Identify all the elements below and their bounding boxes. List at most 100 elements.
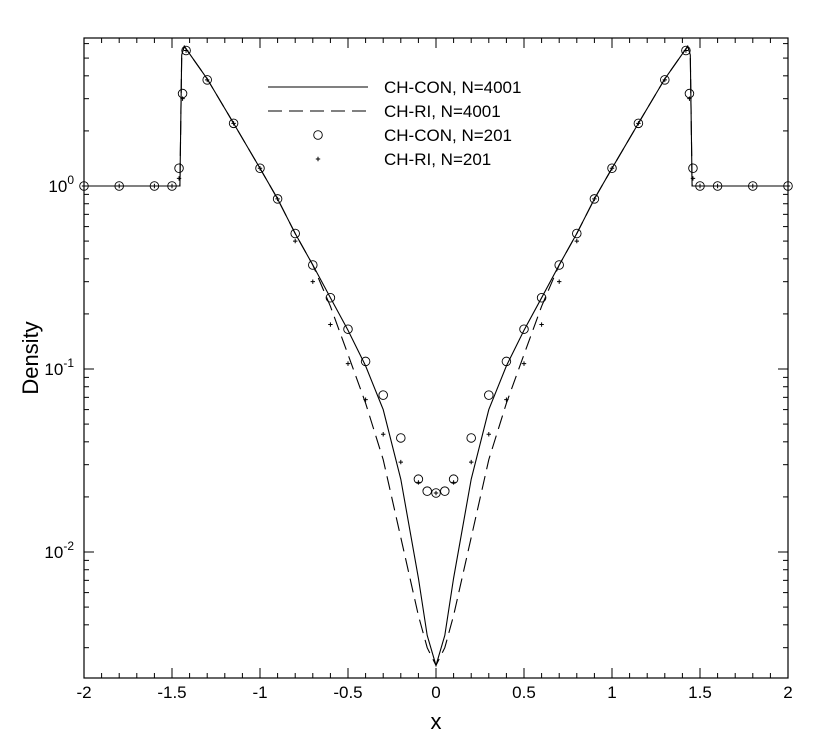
circle-marker-1 [114,181,124,191]
plus-marker-27 [574,238,579,244]
circle-marker-19 [422,486,432,496]
circle-marker-11 [290,228,300,239]
circle-marker-33 [660,75,670,85]
plus-marker-9 [257,166,263,171]
plus-marker-10 [275,196,280,202]
x-axis-label: x [431,709,442,734]
plus-marker-6 [183,48,189,53]
x-tick-label: 1 [607,683,616,702]
legend-entry-0: CH-CON, N=4001 [268,78,521,97]
plus-marker-37 [750,183,755,189]
circle-marker-30 [589,194,600,204]
x-tick-label: -1.5 [157,683,186,702]
legend-plus-marker [315,156,321,162]
plus-marker-18 [416,480,421,485]
y-tick-label: 100 [48,173,74,196]
x-tick-label: 0 [431,683,440,702]
circle-marker-16 [378,390,388,400]
series-1-group [84,45,788,667]
circle-marker-37 [695,181,705,191]
plus-marker-11 [293,238,298,244]
circle-marker-21 [440,486,450,496]
plus-marker-31 [662,77,667,83]
plus-marker-15 [363,397,368,402]
circle-marker-23 [466,433,476,443]
plus-marker-12 [310,279,315,284]
circle-marker-31 [607,163,617,174]
legend-label: CH-CON, N=4001 [384,78,521,97]
series-line-1 [84,45,788,667]
circle-marker-10 [272,194,283,204]
circle-marker-28 [554,260,564,270]
plot-frame [83,37,789,679]
circle-marker-9 [255,163,265,174]
x-tick-label: -0.5 [333,683,362,702]
circle-marker-17 [396,433,406,443]
circle-marker-38 [712,181,723,191]
legend-label: CH-RI, N=201 [384,150,491,169]
circle-marker-25 [501,356,512,367]
plus-marker-4 [176,176,182,181]
circle-marker-20 [431,488,441,498]
plus-marker-23 [504,397,509,402]
plus-marker-28 [592,196,597,202]
legend-entry-2: CH-CON, N=201 [313,126,512,145]
plus-marker-13 [328,322,333,327]
plus-marker-3 [169,183,175,189]
x-tick-label: 1.5 [688,683,712,702]
series-2-group [79,45,793,498]
plus-marker-17 [398,459,403,465]
circle-marker-26 [519,324,529,334]
plus-marker-8 [231,121,236,126]
plus-marker-7 [205,77,210,83]
plus-marker-26 [557,279,562,284]
legend-entry-1: CH-RI, N=4001 [268,102,501,121]
circle-marker-7 [202,75,212,85]
plus-marker-29 [609,166,615,171]
plus-marker-33 [687,96,692,101]
plus-marker-30 [636,121,641,126]
plus-marker-25 [539,322,544,327]
circle-marker-36 [688,163,698,174]
plus-marker-16 [381,432,386,437]
circle-marker-14 [343,324,353,334]
circle-marker-39 [748,181,758,191]
plus-marker-19 [433,490,439,496]
plus-marker-5 [180,96,185,101]
circle-marker-8 [228,118,239,129]
legend-label: CH-CON, N=201 [384,126,512,145]
x-tick-label: -1 [252,683,267,702]
circle-marker-12 [308,260,318,270]
x-tick-label: -2 [76,683,91,702]
x-tick-label: 2 [783,683,792,702]
circle-marker-27 [536,293,547,303]
y-axis-label: Density [18,321,43,394]
plus-marker-2 [152,183,157,189]
y-tick-label: 10-2 [44,539,74,562]
plus-marker-1 [117,183,122,189]
circle-marker-13 [325,293,336,303]
plus-marker-20 [451,480,456,485]
circle-marker-6 [181,45,191,56]
circle-marker-34 [681,45,691,56]
tick-labels-group: -2 -1.5 -1 -0.5 0 0.5 1 1.5 2 100 10-1 10-2 [44,173,792,702]
circle-marker-29 [572,228,582,239]
plus-marker-34 [690,176,696,181]
circle-marker-4 [174,163,184,174]
x-tick-label: 0.5 [512,683,536,702]
y-tick-label: 10-1 [44,356,74,379]
circle-marker-24 [484,390,494,400]
plus-marker-22 [486,432,491,437]
legend: CH-CON, N=4001 CH-RI, N=4001 CH-CON, N=201… [268,78,521,169]
data-series-group [79,45,793,668]
plus-marker-14 [345,361,351,366]
legend-entry-3: CH-RI, N=201 [315,150,491,169]
circle-marker-15 [360,356,371,367]
plus-marker-21 [469,459,474,465]
circle-marker-32 [633,118,644,129]
circle-marker-2 [149,181,160,191]
legend-circle-marker [313,130,323,140]
legend-label: CH-RI, N=4001 [384,102,501,121]
plus-marker-32 [683,48,689,53]
